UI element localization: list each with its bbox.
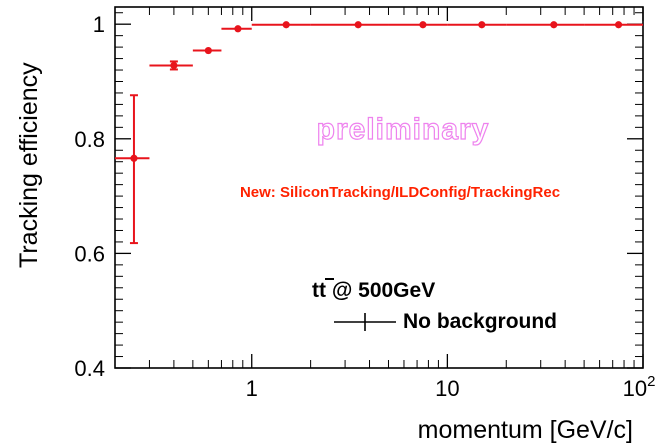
- y-axis-title: Tracking efficiency: [15, 62, 43, 268]
- data-marker: [204, 46, 212, 55]
- data-marker: [234, 25, 242, 33]
- data-point: [251, 21, 311, 29]
- data-point: [221, 25, 252, 33]
- x-tick-label: 10: [435, 376, 459, 401]
- y-tick-label: 1: [93, 12, 105, 37]
- watermark-text: preliminary: [317, 113, 490, 146]
- x-tick-label-exp: 2: [647, 373, 655, 390]
- axis-ticks: [114, 7, 644, 369]
- data-marker: [170, 61, 178, 70]
- data-marker: [550, 21, 558, 29]
- x-tick-label: 102: [623, 373, 656, 401]
- data-point: [506, 21, 585, 29]
- legend-label-no-background: No background: [403, 310, 557, 333]
- data-marker: [614, 21, 623, 29]
- legend: tt @ 500GeV No background: [312, 278, 557, 333]
- data-marker: [478, 21, 486, 29]
- data-point: [310, 21, 389, 29]
- annotation-text: New: SiliconTracking/ILDConfig/TrackingR…: [240, 184, 560, 201]
- plot-frame-rect: [114, 6, 644, 369]
- legend-title-energy: @ 500GeV: [326, 279, 435, 302]
- x-axis-title: momentum [GeV/c]: [418, 416, 633, 444]
- y-tick-label: 0.6: [74, 241, 105, 266]
- data-point: [149, 60, 193, 71]
- data-point: [388, 21, 448, 29]
- data-marker: [419, 21, 427, 29]
- x-tick-label-base: 10: [623, 376, 647, 401]
- legend-title-tbar: t: [319, 279, 326, 302]
- legend-marker: [334, 313, 396, 331]
- legend-title: tt @ 500GeV: [312, 279, 435, 302]
- legend-title-t: t: [312, 279, 319, 302]
- y-tick-label: 0.4: [74, 356, 105, 381]
- data-marker: [130, 154, 138, 162]
- x-tick-label: 1: [246, 376, 258, 401]
- data-point: [192, 46, 222, 55]
- y-tick-label: 0.8: [74, 127, 105, 152]
- data-point: [115, 94, 150, 245]
- data-marker: [282, 21, 290, 29]
- data-point: [584, 21, 643, 29]
- data-marker: [354, 21, 362, 29]
- plot-frame: [114, 6, 644, 369]
- data-points: [115, 21, 643, 245]
- data-point: [447, 21, 507, 29]
